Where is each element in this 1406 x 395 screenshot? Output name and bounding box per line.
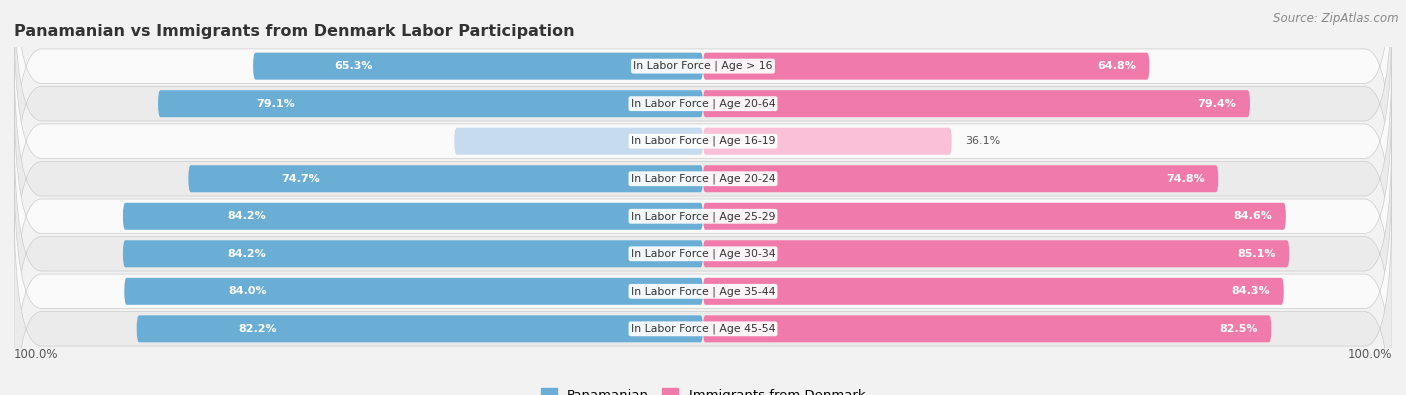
Text: 64.8%: 64.8%: [1097, 61, 1136, 71]
FancyBboxPatch shape: [703, 315, 1271, 342]
Text: 84.2%: 84.2%: [228, 249, 266, 259]
Text: In Labor Force | Age 45-54: In Labor Force | Age 45-54: [631, 324, 775, 334]
Text: 65.3%: 65.3%: [335, 61, 373, 71]
FancyBboxPatch shape: [122, 240, 703, 267]
FancyBboxPatch shape: [14, 83, 1392, 349]
FancyBboxPatch shape: [703, 90, 1250, 117]
Text: 84.3%: 84.3%: [1232, 286, 1270, 296]
Text: 82.2%: 82.2%: [239, 324, 277, 334]
FancyBboxPatch shape: [122, 203, 703, 230]
FancyBboxPatch shape: [703, 165, 1219, 192]
FancyBboxPatch shape: [136, 315, 703, 342]
Text: In Labor Force | Age 20-64: In Labor Force | Age 20-64: [631, 98, 775, 109]
FancyBboxPatch shape: [157, 90, 703, 117]
Text: 84.0%: 84.0%: [228, 286, 267, 296]
Text: 36.1%: 36.1%: [966, 136, 1001, 146]
Text: 84.6%: 84.6%: [1233, 211, 1272, 221]
FancyBboxPatch shape: [253, 53, 703, 80]
Text: In Labor Force | Age 35-44: In Labor Force | Age 35-44: [631, 286, 775, 297]
FancyBboxPatch shape: [124, 278, 703, 305]
Text: In Labor Force | Age 25-29: In Labor Force | Age 25-29: [631, 211, 775, 222]
FancyBboxPatch shape: [703, 203, 1286, 230]
Text: 74.7%: 74.7%: [281, 174, 319, 184]
FancyBboxPatch shape: [14, 0, 1392, 237]
FancyBboxPatch shape: [703, 53, 1150, 80]
Text: In Labor Force | Age 20-24: In Labor Force | Age 20-24: [631, 173, 775, 184]
FancyBboxPatch shape: [14, 0, 1392, 199]
Legend: Panamanian, Immigrants from Denmark: Panamanian, Immigrants from Denmark: [536, 383, 870, 395]
Text: In Labor Force | Age 16-19: In Labor Force | Age 16-19: [631, 136, 775, 147]
Text: In Labor Force | Age > 16: In Labor Force | Age > 16: [633, 61, 773, 71]
FancyBboxPatch shape: [188, 165, 703, 192]
Text: 100.0%: 100.0%: [14, 348, 59, 361]
Text: 84.2%: 84.2%: [228, 211, 266, 221]
FancyBboxPatch shape: [14, 196, 1392, 395]
Text: 79.1%: 79.1%: [256, 99, 295, 109]
FancyBboxPatch shape: [14, 158, 1392, 395]
Text: 100.0%: 100.0%: [1347, 348, 1392, 361]
Text: 82.5%: 82.5%: [1219, 324, 1257, 334]
FancyBboxPatch shape: [14, 121, 1392, 387]
Text: Panamanian vs Immigrants from Denmark Labor Participation: Panamanian vs Immigrants from Denmark La…: [14, 24, 575, 39]
Text: 85.1%: 85.1%: [1237, 249, 1275, 259]
Text: In Labor Force | Age 30-34: In Labor Force | Age 30-34: [631, 248, 775, 259]
Text: Source: ZipAtlas.com: Source: ZipAtlas.com: [1274, 12, 1399, 25]
Text: 36.1%: 36.1%: [654, 136, 689, 146]
Text: 74.8%: 74.8%: [1166, 174, 1205, 184]
FancyBboxPatch shape: [454, 128, 703, 155]
FancyBboxPatch shape: [14, 46, 1392, 312]
FancyBboxPatch shape: [703, 278, 1284, 305]
FancyBboxPatch shape: [14, 8, 1392, 274]
FancyBboxPatch shape: [703, 240, 1289, 267]
Text: 79.4%: 79.4%: [1198, 99, 1236, 109]
FancyBboxPatch shape: [703, 128, 952, 155]
